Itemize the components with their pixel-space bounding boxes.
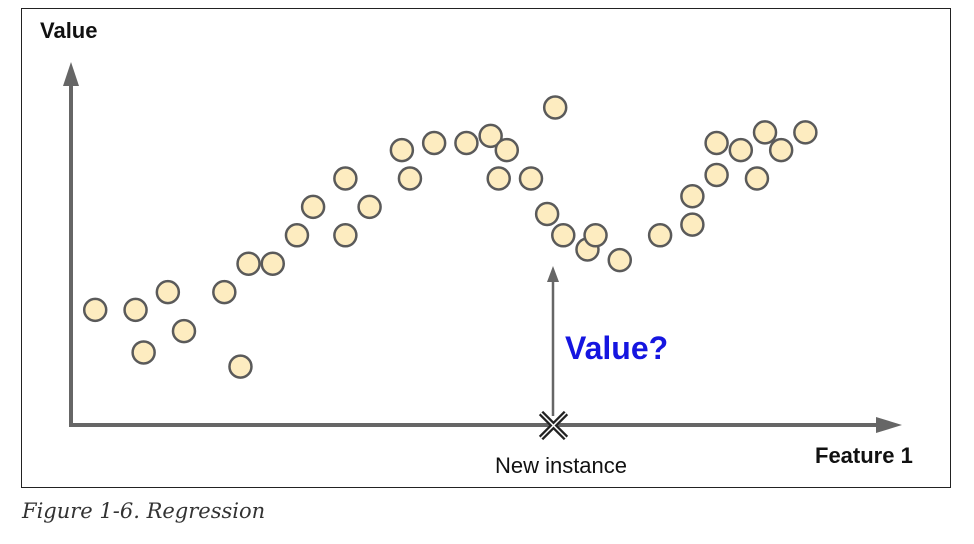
query-arrowhead bbox=[547, 266, 559, 282]
figure-frame bbox=[21, 8, 951, 488]
data-point bbox=[680, 212, 705, 237]
data-point bbox=[260, 251, 285, 276]
x-axis-arrowhead bbox=[876, 417, 902, 433]
data-point bbox=[744, 166, 770, 191]
data-point bbox=[478, 123, 503, 149]
data-point bbox=[131, 340, 156, 365]
y-axis-label: Value bbox=[40, 18, 97, 43]
data-point bbox=[212, 279, 237, 305]
data-point bbox=[704, 162, 729, 188]
data-point bbox=[284, 223, 310, 248]
data-point bbox=[123, 297, 148, 323]
data-point bbox=[704, 130, 729, 156]
data-point bbox=[236, 251, 261, 276]
data-point bbox=[534, 201, 560, 227]
data-point bbox=[333, 223, 358, 248]
data-point bbox=[389, 137, 415, 163]
data-point bbox=[397, 166, 423, 191]
data-point bbox=[793, 120, 818, 145]
data-point bbox=[171, 318, 197, 344]
data-point bbox=[647, 223, 673, 248]
data-point bbox=[454, 130, 479, 156]
new-instance-label: New instance bbox=[495, 453, 627, 478]
data-point bbox=[486, 166, 511, 191]
data-points bbox=[82, 95, 818, 379]
data-point bbox=[680, 184, 705, 209]
data-point bbox=[768, 137, 794, 163]
data-point bbox=[583, 223, 608, 248]
data-point bbox=[228, 354, 253, 379]
data-point bbox=[300, 194, 326, 220]
data-point bbox=[421, 130, 447, 156]
data-point bbox=[518, 166, 544, 191]
data-point bbox=[494, 137, 520, 163]
data-point bbox=[155, 279, 181, 305]
data-point bbox=[357, 194, 382, 220]
new-instance-marker bbox=[538, 410, 569, 441]
query-label: Value? bbox=[565, 330, 668, 366]
y-axis-arrowhead bbox=[63, 62, 79, 86]
data-point bbox=[752, 120, 778, 145]
data-point bbox=[607, 247, 633, 273]
x-axis-label: Feature 1 bbox=[815, 443, 913, 468]
data-point bbox=[728, 137, 754, 163]
data-point bbox=[542, 95, 568, 120]
data-point bbox=[333, 166, 358, 191]
data-point bbox=[551, 223, 576, 248]
figure-caption: Figure 1-6. Regression bbox=[22, 499, 266, 523]
data-point bbox=[82, 297, 108, 323]
